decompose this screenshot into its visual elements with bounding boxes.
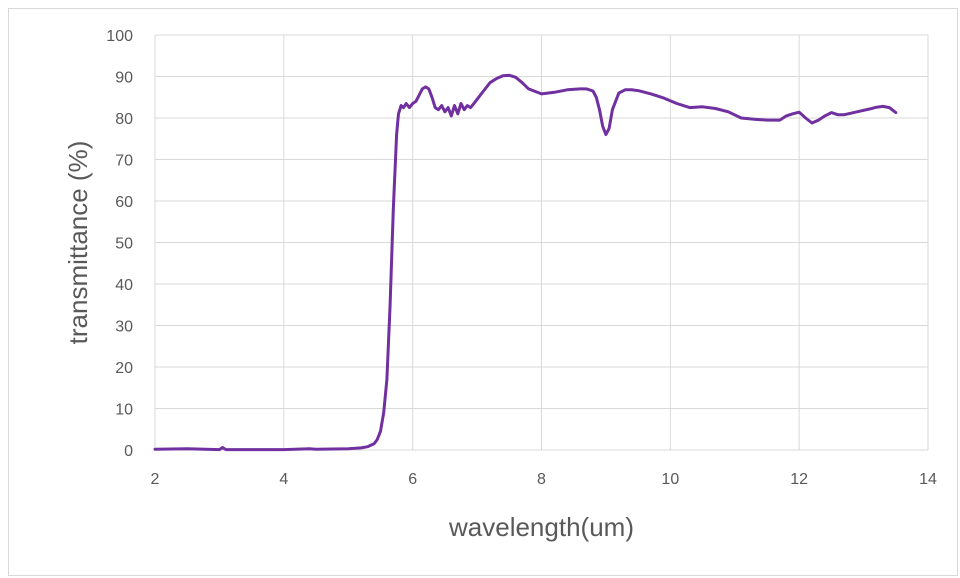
- y-tick-label: 20: [115, 360, 133, 377]
- y-tick-label: 70: [115, 153, 133, 170]
- horizontal-gridlines: [155, 34, 928, 451]
- x-tick-label: 10: [661, 471, 679, 488]
- x-tick-label: 12: [790, 471, 808, 488]
- y-tick-label: 90: [115, 70, 133, 87]
- x-tick-label: 6: [408, 471, 417, 488]
- y-tick-label: 10: [115, 402, 133, 419]
- y-tick-label: 80: [115, 111, 133, 128]
- x-tick-label: 4: [279, 471, 288, 488]
- x-axis-title: wavelength(um): [448, 512, 634, 542]
- transmittance-series-line: [153, 73, 898, 452]
- y-tick-label: 100: [106, 28, 133, 45]
- y-tick-label: 30: [115, 319, 133, 336]
- y-tick-label: 40: [115, 277, 133, 294]
- y-tick-label: 0: [124, 443, 133, 460]
- x-tick-label: 8: [537, 471, 546, 488]
- y-axis-title: transmittance (%): [63, 141, 93, 345]
- x-tick-label: 14: [919, 471, 937, 488]
- x-tick-labels: 2 4 6 8 10 12 14: [151, 471, 937, 488]
- y-tick-labels: 0 10 20 30 40 50 60 70 80 90 100: [106, 28, 133, 460]
- y-tick-label: 50: [115, 236, 133, 253]
- x-tick-label: 2: [151, 471, 160, 488]
- y-tick-label: 60: [115, 194, 133, 211]
